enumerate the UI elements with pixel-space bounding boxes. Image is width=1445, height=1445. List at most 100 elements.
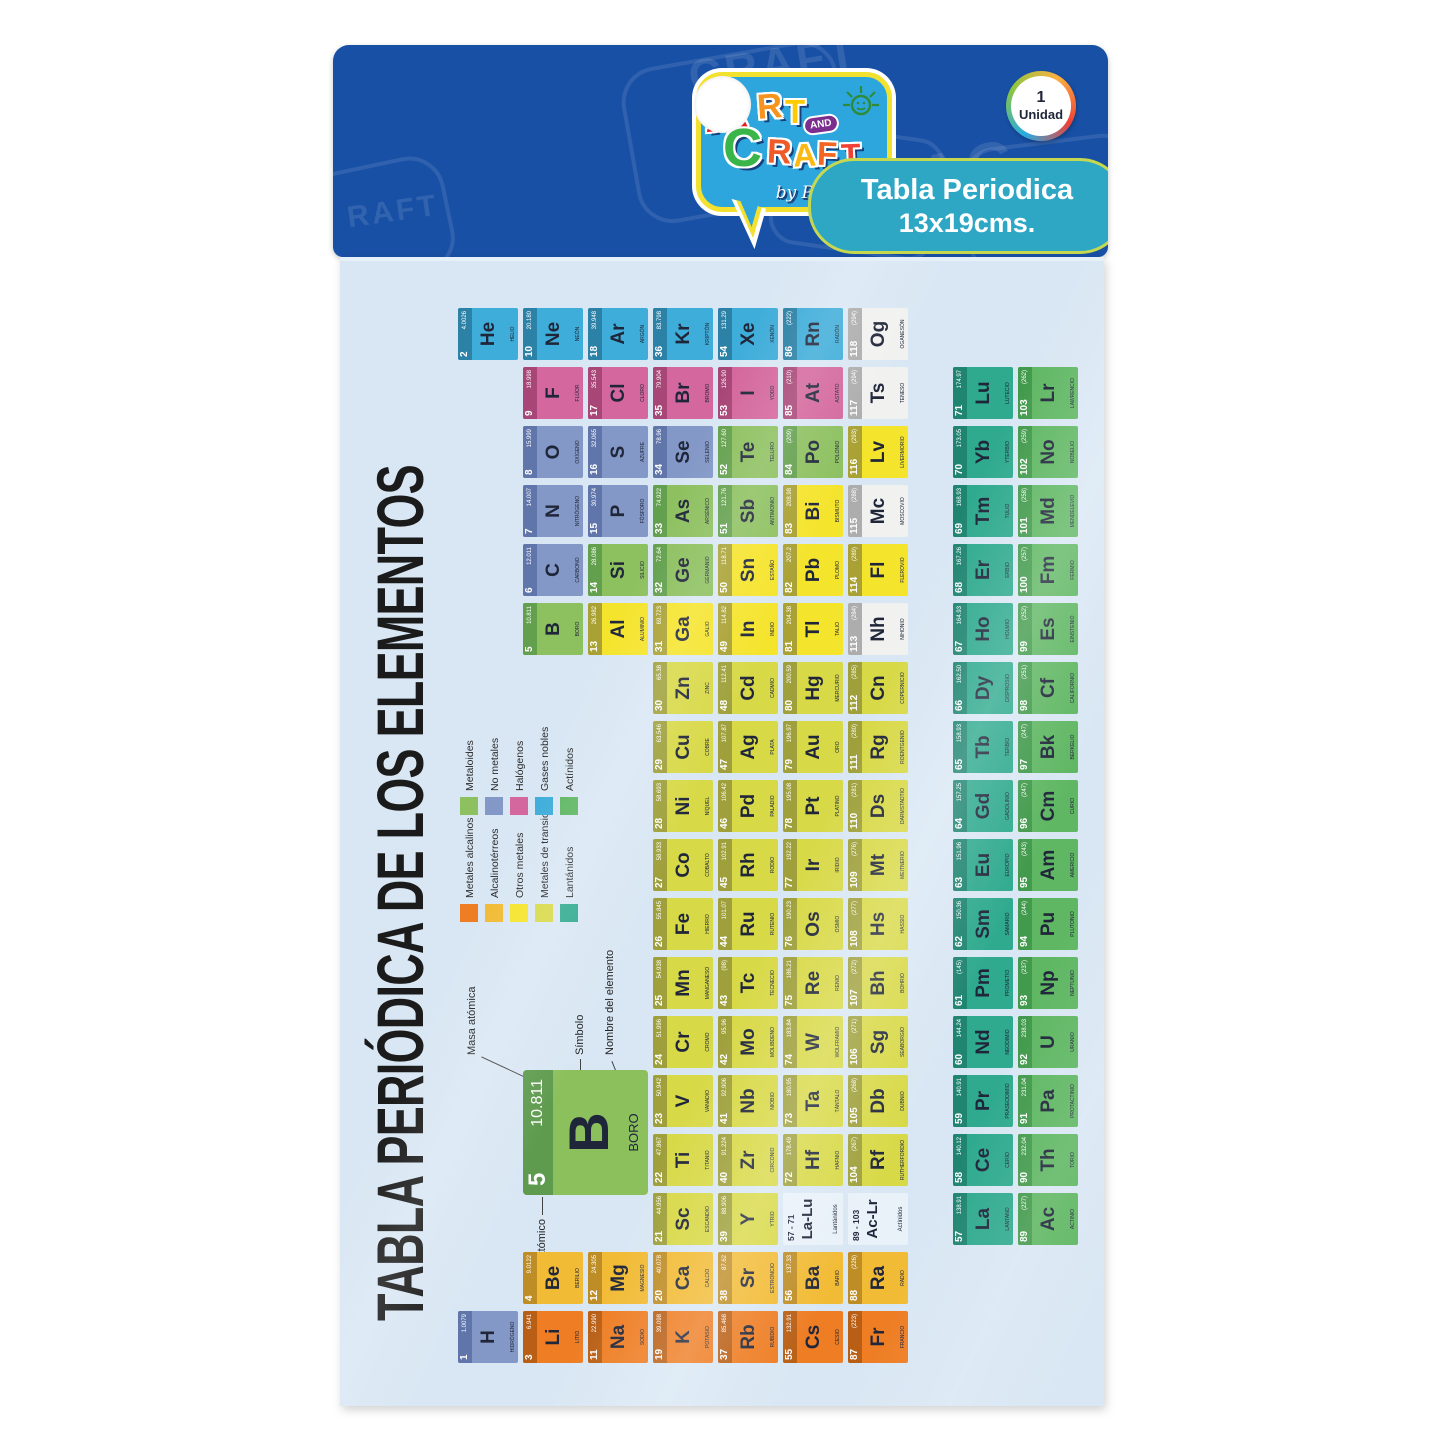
atomic-mass: 162.50 bbox=[957, 665, 963, 684]
element-name: INDIO bbox=[770, 622, 776, 636]
element-name: OGANESÓN bbox=[900, 319, 906, 349]
element-symbol: Bk bbox=[1038, 734, 1059, 760]
atomic-number: 112 bbox=[849, 694, 860, 711]
element-name: BORO bbox=[575, 621, 581, 637]
element-symbol: Zr bbox=[738, 1150, 759, 1170]
element-tile-Na: 11 22.990 Na SODIO bbox=[588, 1311, 648, 1363]
atomic-mass: 35.543 bbox=[592, 370, 598, 389]
element-name: COBALTO bbox=[705, 853, 711, 877]
atomic-number: 87 bbox=[849, 1348, 860, 1360]
element-symbol: Nh bbox=[868, 616, 889, 642]
atomic-mass: 44.956 bbox=[657, 1196, 663, 1215]
element-symbol: Sc bbox=[673, 1207, 694, 1231]
atomic-mass: 107.87 bbox=[722, 724, 728, 743]
atomic-number: 60 bbox=[954, 1053, 965, 1065]
element-tile-Rn: 86 (222) Rn RADÓN bbox=[783, 308, 843, 360]
atomic-number: 98 bbox=[1019, 699, 1030, 711]
element-name: TULIO bbox=[1005, 503, 1011, 519]
element-symbol: Au bbox=[803, 734, 824, 760]
element-tile-B: 5 10.811 B BORO bbox=[523, 603, 583, 655]
element-symbol: Os bbox=[803, 911, 824, 937]
atomic-number: 89 bbox=[1019, 1230, 1030, 1242]
element-tile-Fm: 100 (257) Fm FERMIO bbox=[1018, 544, 1078, 596]
element-name: BROMO bbox=[705, 383, 711, 403]
element-name: GERMANIO bbox=[705, 556, 711, 584]
element-name: MENDELEVIO bbox=[1070, 494, 1076, 528]
element-name: BISMUTO bbox=[835, 499, 841, 523]
element-name: RUTHERFORDIO bbox=[900, 1139, 906, 1181]
element-name: WOLFRAMIO bbox=[835, 1026, 841, 1058]
element-name: CESIO bbox=[835, 1329, 841, 1345]
atomic-number: 96 bbox=[1019, 817, 1030, 829]
element-symbol: Ge bbox=[673, 557, 694, 583]
atomic-number: 54 bbox=[719, 345, 730, 357]
atomic-number: 4 bbox=[524, 1295, 535, 1301]
element-tile-Po: 84 (209) Po POLONIO bbox=[783, 426, 843, 478]
atomic-mass: (222) bbox=[787, 311, 793, 326]
element-symbol: Np bbox=[1038, 970, 1059, 996]
atomic-number: 51 bbox=[719, 522, 730, 534]
element-tile-Th: 90 232.04 Th TORIO bbox=[1018, 1134, 1078, 1186]
atomic-mass: 74.922 bbox=[657, 488, 663, 507]
element-tile-H: 1 1.0079 H HIDRÓGENO bbox=[458, 1311, 518, 1363]
element-symbol: Lv bbox=[868, 440, 889, 464]
atomic-mass: 131.29 bbox=[722, 311, 728, 330]
element-symbol: Hg bbox=[803, 675, 824, 701]
element-name: TELURO bbox=[770, 441, 776, 463]
element-tile-I: 53 126.90 I YODO bbox=[718, 367, 778, 419]
element-tile-Ds: 110 (281) Ds DARMSTADTIO bbox=[848, 780, 908, 832]
atomic-mass: 1.0079 bbox=[462, 1314, 468, 1333]
element-name: ARSÉNICO bbox=[705, 497, 711, 525]
element-name: NÍQUEL bbox=[705, 796, 711, 816]
element-name: PLATA bbox=[770, 739, 776, 755]
key-element-name: BORO bbox=[626, 1113, 641, 1152]
atomic-mass: 22.990 bbox=[592, 1314, 598, 1333]
atomic-number: 44 bbox=[719, 935, 730, 947]
element-tile-Sb: 51 121.76 Sb ANTIMONIO bbox=[718, 485, 778, 537]
element-name: CALIFORNIO bbox=[1070, 672, 1076, 704]
element-tile-Zn: 30 65.38 Zn ZINC bbox=[653, 662, 713, 714]
element-name: NEODIMIO bbox=[1005, 1029, 1011, 1055]
product-name: Tabla Periodica bbox=[860, 174, 1074, 207]
key-atomic-number: 5 bbox=[524, 1172, 551, 1186]
legend-swatch bbox=[510, 904, 528, 922]
atomic-mass: 14.007 bbox=[527, 488, 533, 507]
element-name: NEÓN bbox=[575, 326, 581, 342]
element-name: MOLIBDENO bbox=[770, 1027, 776, 1058]
element-symbol: Fe bbox=[673, 912, 694, 936]
atomic-mass: 127.60 bbox=[722, 429, 728, 448]
atomic-number: 6 bbox=[524, 587, 535, 593]
atomic-mass: 180.95 bbox=[787, 1078, 793, 1097]
atomic-mass: 78.96 bbox=[657, 429, 663, 445]
element-tile-Re: 75 186.21 Re RENIO bbox=[783, 957, 843, 1009]
element-tile-Sg: 106 (271) Sg SEABORGIO bbox=[848, 1016, 908, 1068]
element-name: ESCANDIO bbox=[705, 1205, 711, 1233]
element-symbol: Na bbox=[608, 1324, 629, 1350]
atomic-mass: (294) bbox=[852, 311, 858, 326]
atomic-mass: 30.974 bbox=[592, 488, 598, 507]
atomic-mass: 158.93 bbox=[957, 724, 963, 743]
atomic-mass: 40.078 bbox=[657, 1255, 663, 1274]
legend-label: Gases nobles bbox=[539, 726, 551, 791]
element-name: LIVERMORIO bbox=[900, 436, 906, 468]
element-name: CADMIO bbox=[770, 678, 776, 698]
element-tile-Be: 4 9.0122 Be BERILIO bbox=[523, 1252, 583, 1304]
element-symbol: Cn bbox=[868, 675, 889, 701]
element-symbol: B bbox=[543, 622, 564, 636]
element-tile-Mg: 12 24.305 Mg MAGNESIO bbox=[588, 1252, 648, 1304]
atomic-mass: 88.906 bbox=[722, 1196, 728, 1215]
atomic-mass: (272) bbox=[852, 960, 858, 975]
atomic-number: 27 bbox=[654, 876, 665, 888]
element-name: PLOMO bbox=[835, 560, 841, 580]
element-name: TENESO bbox=[900, 382, 906, 404]
atomic-mass: (223) bbox=[852, 1314, 858, 1329]
element-symbol: Cf bbox=[1038, 677, 1059, 699]
element-symbol: N bbox=[543, 504, 564, 518]
atomic-mass: 24.305 bbox=[592, 1255, 598, 1274]
atomic-mass: (281) bbox=[852, 783, 858, 798]
element-tile-At: 85 (210) At ASTATO bbox=[783, 367, 843, 419]
atomic-number: 45 bbox=[719, 876, 730, 888]
product-card: TABLA PERIÓDICA DE LOS ELEMENTOS Número … bbox=[340, 257, 1104, 1406]
atomic-mass: (285) bbox=[852, 665, 858, 680]
atomic-mass: 114.82 bbox=[722, 606, 728, 624]
